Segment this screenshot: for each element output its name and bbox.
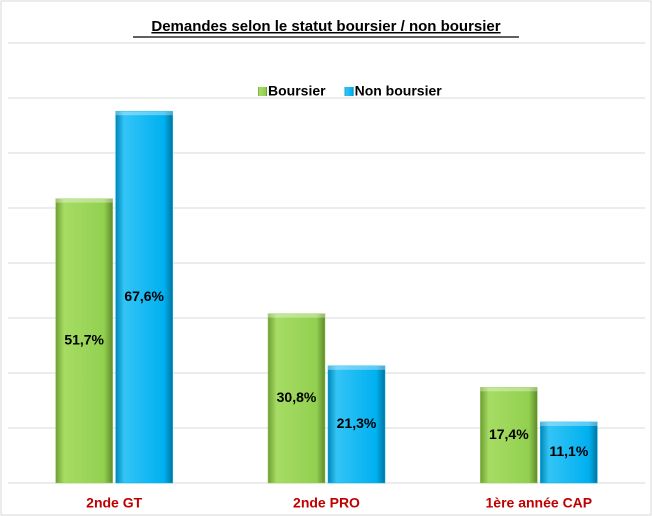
x-tick-label: 2nde GT	[86, 495, 142, 511]
chart-title: Demandes selon le statut boursier / non …	[151, 18, 500, 35]
bar	[540, 421, 598, 484]
bar	[55, 198, 113, 484]
bar	[115, 110, 173, 484]
legend-swatch	[344, 87, 354, 96]
x-tick-label: 2nde PRO	[293, 495, 360, 511]
data-label: 67,6%	[124, 288, 164, 304]
bar	[480, 387, 538, 484]
data-label: 51,7%	[64, 332, 104, 348]
bar-top	[55, 198, 113, 203]
data-label: 11,1%	[549, 443, 588, 459]
legend-swatch	[258, 87, 267, 96]
data-label: 21,3%	[337, 415, 377, 431]
data-label: 17,4%	[489, 426, 529, 442]
bar-top	[540, 421, 598, 426]
bar	[267, 313, 326, 484]
bar-top	[115, 111, 173, 116]
bar	[327, 365, 386, 484]
x-tick-label: 1ère année CAP	[486, 495, 593, 511]
legend-label: Boursier	[268, 83, 326, 99]
bar-top	[268, 313, 325, 318]
data-label: 30,8%	[277, 389, 317, 405]
bar-top	[328, 365, 385, 370]
legend-label: Non boursier	[355, 83, 443, 99]
bar-top	[480, 387, 538, 392]
